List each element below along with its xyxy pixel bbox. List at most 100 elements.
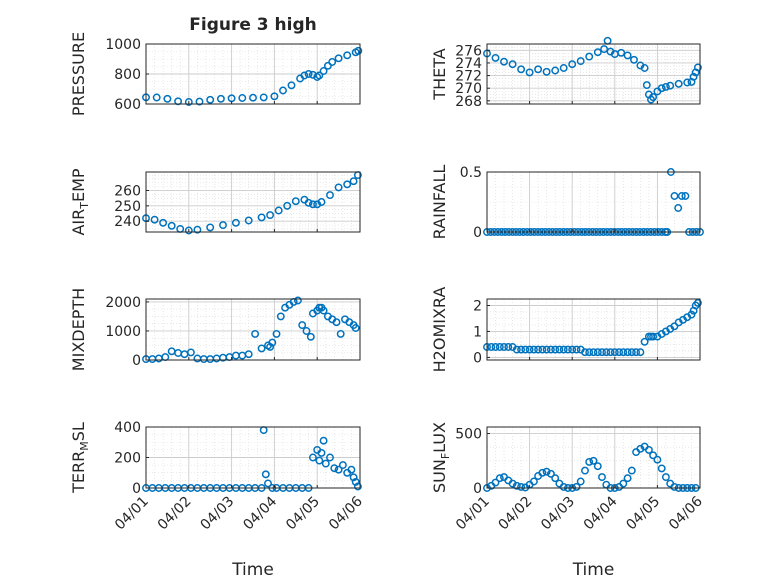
data-point xyxy=(630,55,638,64)
data-point xyxy=(568,60,577,69)
data-point xyxy=(266,211,275,220)
data-point xyxy=(534,345,543,354)
data-point xyxy=(150,215,159,224)
data-point xyxy=(517,65,526,74)
data-point xyxy=(693,63,702,72)
y-tick-label: 1000 xyxy=(105,324,141,340)
panel-pressure: 600 800 1000 PRESSURE xyxy=(69,32,363,116)
data-point xyxy=(627,466,636,475)
axes-box xyxy=(486,298,701,361)
data-point xyxy=(585,457,594,466)
y-tick-label: 1 xyxy=(473,324,482,340)
data-point xyxy=(600,45,609,54)
data-point xyxy=(534,65,543,74)
data-point xyxy=(300,71,309,80)
data-point xyxy=(559,64,568,72)
y-tick-label: 400 xyxy=(114,420,141,436)
plot-area xyxy=(487,172,700,232)
data-point xyxy=(504,343,513,351)
data-point xyxy=(238,94,247,102)
data-point xyxy=(249,93,257,102)
data-point xyxy=(585,52,594,61)
data-point xyxy=(302,327,311,335)
data-point xyxy=(257,213,266,222)
data-point xyxy=(657,464,666,473)
y-tick-label: 600 xyxy=(114,97,141,113)
data-point xyxy=(681,192,690,200)
data-point xyxy=(231,218,240,227)
data-point xyxy=(593,348,602,357)
data-point xyxy=(563,345,572,354)
data-point xyxy=(576,477,585,486)
data-point xyxy=(581,466,589,475)
data-point xyxy=(334,183,343,192)
data-point xyxy=(338,461,347,470)
data-point xyxy=(693,298,702,307)
data-markers xyxy=(142,46,363,106)
data-point xyxy=(159,218,168,227)
axes-box xyxy=(486,43,701,105)
y-tick-label: 260 xyxy=(114,183,141,199)
data-point xyxy=(661,473,670,482)
y-axis-label: AIRTEMP xyxy=(69,168,91,235)
data-point xyxy=(487,343,496,351)
data-point xyxy=(555,345,564,354)
data-point xyxy=(308,200,317,209)
data-point xyxy=(615,348,624,357)
data-point xyxy=(193,225,202,234)
data-point xyxy=(689,72,698,81)
data-point xyxy=(174,97,183,106)
y-tick-label: 0 xyxy=(473,350,482,366)
data-point xyxy=(163,94,172,103)
data-point xyxy=(632,348,641,357)
data-point xyxy=(332,318,341,327)
data-point xyxy=(538,345,547,354)
data-point xyxy=(593,48,602,57)
data-point xyxy=(326,191,334,200)
data-point xyxy=(661,82,670,91)
data-point xyxy=(546,469,555,478)
data-point xyxy=(593,462,602,471)
data-point xyxy=(619,348,628,357)
y-tick-label: 0 xyxy=(132,481,141,497)
data-point xyxy=(683,78,692,87)
data-point xyxy=(589,348,598,357)
data-point xyxy=(508,479,517,488)
data-point xyxy=(186,348,195,357)
data-point xyxy=(657,84,666,93)
data-point xyxy=(512,481,521,490)
data-point xyxy=(674,79,683,88)
data-point xyxy=(261,470,270,479)
y-tick-label: 240 xyxy=(114,214,141,230)
data-point xyxy=(317,448,326,457)
data-point xyxy=(670,482,679,491)
data-point xyxy=(674,204,683,212)
y-tick-label: 500 xyxy=(455,427,482,443)
data-point xyxy=(304,198,313,207)
data-point xyxy=(529,345,538,354)
data-point xyxy=(274,206,283,215)
data-point xyxy=(687,310,696,319)
data-point xyxy=(598,473,606,482)
data-point xyxy=(546,345,555,354)
plot-area xyxy=(487,44,700,104)
data-point xyxy=(670,192,679,200)
data-point xyxy=(353,482,362,491)
plot-area xyxy=(146,299,360,360)
data-point xyxy=(152,93,161,102)
data-point xyxy=(319,67,328,75)
data-point xyxy=(623,348,632,357)
data-point xyxy=(266,342,275,351)
data-point xyxy=(559,345,568,354)
data-point xyxy=(495,474,504,483)
data-point xyxy=(326,453,334,462)
data-point xyxy=(666,81,675,90)
y-tick-label: 250 xyxy=(114,199,141,215)
data-point xyxy=(330,464,339,473)
data-point xyxy=(283,201,292,210)
data-point xyxy=(351,324,360,332)
data-point xyxy=(319,306,328,315)
y-tick-label: 268 xyxy=(455,94,482,110)
data-point xyxy=(508,60,517,69)
